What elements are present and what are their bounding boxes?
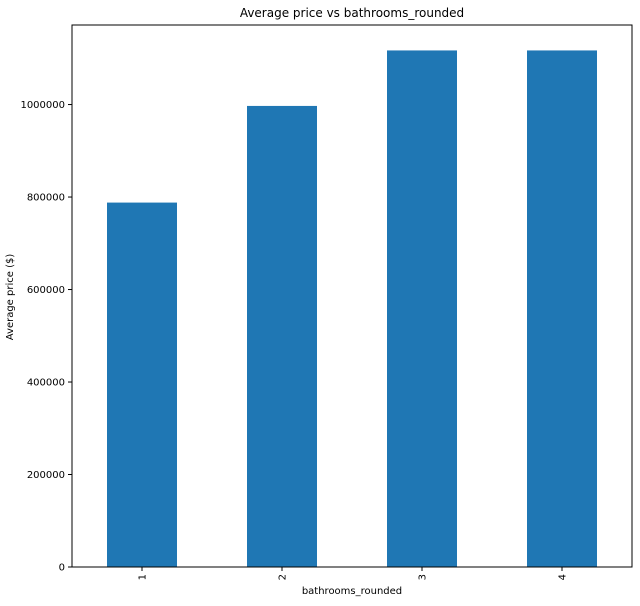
x-axis-label: bathrooms_rounded [302,586,402,597]
y-tick-label: 400000 [27,378,65,389]
y-tick-label: 800000 [27,193,65,204]
y-tick-label: 1000000 [20,100,65,111]
bar-3 [387,50,457,567]
bar-1 [107,202,177,567]
x-tick-label: 4 [558,574,569,580]
y-tick-label: 200000 [27,470,65,481]
x-tick-label: 1 [138,574,149,580]
y-tick-label: 600000 [27,285,65,296]
x-tick-label: 2 [278,574,289,580]
chart-title: Average price vs bathrooms_rounded [240,6,464,20]
bar-4 [527,50,597,567]
x-tick-label: 3 [418,574,429,580]
y-axis-ticks: 0 200000 400000 600000 800000 1000000 [20,100,72,574]
plot-frame [71,24,633,568]
x-axis-ticks: 1 2 3 4 [138,567,569,580]
bars-group [107,50,597,568]
y-axis-label: Average price ($) [5,254,16,341]
bar-2 [247,105,317,568]
axes-spines [71,24,633,568]
y-tick-label: 0 [59,563,65,574]
